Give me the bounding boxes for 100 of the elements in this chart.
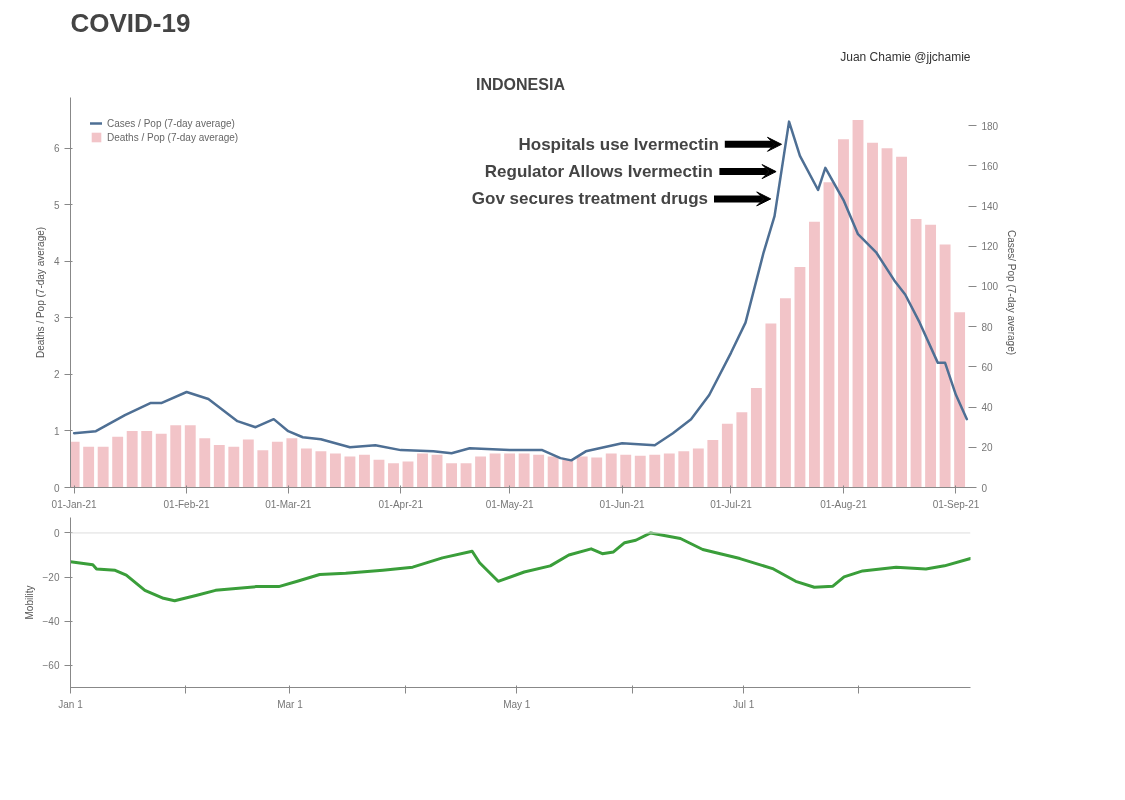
bar [692,448,704,488]
x-tick-label: Mar 1 [277,698,304,710]
bar [315,451,327,488]
y-tick-label: 6 [53,143,60,155]
text: Juan Chamie @jjchamie [840,49,971,64]
bar [576,456,588,488]
bar [547,456,559,488]
bar [112,436,124,488]
bar [70,441,80,488]
x-tick-label: 01-Sep-21 [932,498,980,510]
y2-tick-label: 80 [981,321,994,333]
y-tick-label: −20 [42,572,60,584]
bar [359,454,370,488]
y-tick-label: −40 [42,616,60,628]
bar [213,445,225,488]
y2-axis-title: Cases/ Pop (7-day average) [1006,229,1018,356]
bar [939,244,951,488]
chart-title: COVID-19 [70,7,191,38]
y-tick-label: 5 [53,199,60,211]
bar [954,312,966,488]
bar [518,453,530,488]
bar [809,221,820,488]
x-tick-label: May 1 [503,698,531,710]
bar [431,454,443,488]
chart-subtitle: INDONESIA [476,75,566,93]
y-axis-title: Deaths / Pop (7-day average) [34,226,46,359]
x-tick-label: 01-May-21 [485,498,534,510]
bar [417,453,428,488]
y2-tick-label: 180 [981,120,999,132]
y2-tick-label: 60 [981,361,994,373]
bar [242,439,254,488]
bar [750,388,762,488]
x-tick-label: 01-Jul-21 [710,498,753,510]
y2-tick-label: 160 [981,160,999,172]
bar [533,454,545,488]
bar [867,142,878,488]
bar [155,433,167,488]
bar [634,455,646,488]
y2-tick-label: 20 [981,442,994,454]
bar [184,425,196,488]
bar [475,456,487,488]
bar [228,446,240,488]
x-tick-label: Jul 1 [733,698,755,710]
bar [97,446,109,488]
bar [823,182,835,488]
bar [141,430,153,488]
y-tick-label: −60 [42,660,60,672]
y2-tick-label: 120 [981,241,999,253]
bar [910,219,922,488]
y2-tick-label: 140 [981,201,999,213]
bar [605,453,617,488]
y2-tick-label: 100 [981,281,999,293]
x-tick-label: Jan 1 [58,698,84,710]
bar [794,267,806,488]
legend-label: Cases / Pop (7-day average) [107,117,235,129]
bar [170,425,182,488]
bar [271,441,283,488]
bar [736,412,748,488]
bar [83,446,95,488]
bar [504,453,516,488]
bar [460,463,472,488]
x-tick-label: 01-Mar-21 [265,498,312,510]
bar [896,156,907,488]
x-tick-label: 01-Aug-21 [820,498,868,510]
legend-label: Deaths / Pop (7-day average) [107,131,239,143]
bar [344,456,356,488]
y-tick-label: 0 [53,482,60,494]
bar [620,454,632,488]
y-axis-title: Mobility [23,585,35,620]
bar [126,430,138,488]
bar [779,298,791,488]
bar [649,454,661,488]
bar [852,120,864,488]
annotation: Hospitals use Ivermectin [518,134,719,154]
bar [446,463,457,488]
x-tick-label: 01-Jun-21 [599,498,646,510]
y-tick-label: 1 [53,425,60,437]
y2-tick-label: 40 [981,402,994,414]
y-tick-label: 2 [53,369,60,381]
bar [881,148,893,488]
x-tick-label: 01-Jan-21 [51,498,98,510]
bar [562,459,574,488]
line-series [72,120,969,462]
bar [678,451,690,488]
bar [388,463,399,488]
bar [591,457,603,488]
y-tick-label: 4 [53,256,60,268]
bar [329,453,341,488]
x-tick-label: 01-Apr-21 [378,498,424,510]
bar [286,438,298,488]
bar [707,440,719,488]
x-tick-label: 01-Feb-21 [163,498,211,510]
bar [663,453,675,488]
bar [765,323,777,488]
bar [257,450,269,488]
bar [721,423,733,488]
y2-tick-label: 0 [981,482,988,494]
bar [489,453,501,488]
y-tick-label: 0 [53,527,60,539]
bar [925,224,937,488]
